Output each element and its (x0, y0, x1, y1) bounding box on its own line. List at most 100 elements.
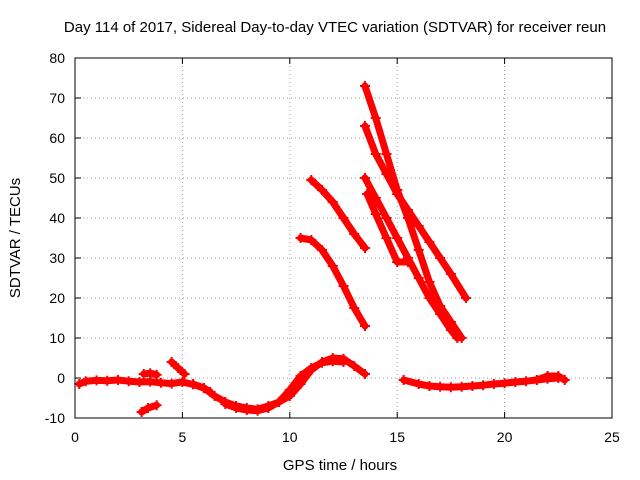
data-point (370, 149, 381, 159)
data-point (143, 403, 154, 413)
data-point (460, 293, 471, 303)
y-tick-label: 30 (49, 250, 65, 266)
data-point (327, 197, 338, 207)
y-tick-label: 80 (49, 50, 65, 66)
data-point (521, 376, 532, 387)
data-point (413, 221, 424, 231)
data-point (499, 378, 510, 389)
data-point (231, 403, 242, 413)
series-track-peak-3 (359, 173, 463, 343)
plot-frame (74, 57, 613, 419)
data-point (338, 213, 349, 223)
y-tick-labels: -10 0 10 20 30 40 50 60 70 80 (45, 50, 65, 426)
data-point (145, 368, 156, 379)
y-tick-label: 10 (49, 330, 65, 346)
data-point (306, 363, 317, 373)
series-track-high-1 (306, 175, 370, 253)
data-point (381, 213, 392, 223)
x-tick-labels: 0 5 10 15 20 25 (71, 429, 620, 445)
data-point (295, 371, 306, 381)
series-line (361, 174, 461, 342)
data-point (362, 189, 373, 199)
data-point (445, 382, 456, 393)
data-point (155, 377, 166, 388)
data-point (295, 233, 306, 243)
series-line (361, 82, 466, 342)
data-point (424, 237, 435, 247)
data-point (173, 363, 184, 373)
data-point (398, 375, 409, 385)
x-tick-label: 25 (604, 429, 620, 445)
data-point (209, 391, 220, 401)
data-point (510, 377, 521, 387)
data-point (435, 309, 446, 319)
data-point (413, 273, 424, 283)
data-point (338, 357, 349, 367)
y-tick-label: 0 (57, 370, 65, 386)
data-point (542, 371, 553, 381)
tick-marks (74, 57, 613, 419)
series-track-high-2 (295, 233, 370, 331)
chart-title: Day 114 of 2017, Sidereal Day-to-day VTE… (64, 19, 606, 36)
data-point (424, 381, 435, 391)
y-tick-label: 50 (49, 170, 65, 186)
data-point (284, 385, 295, 395)
y-tick-label: 40 (49, 210, 65, 226)
data-point (179, 369, 190, 379)
data-point (274, 397, 285, 407)
data-point (392, 233, 403, 243)
data-point (252, 405, 263, 416)
x-axis-label: GPS time / hours (283, 457, 397, 474)
data-point (402, 257, 413, 267)
series-track-short-a (138, 368, 162, 380)
series-track-short-b (136, 400, 162, 417)
data-point (435, 253, 446, 263)
data-point (402, 205, 413, 215)
data-point (112, 375, 123, 385)
data-point (188, 379, 199, 389)
data-point (359, 121, 370, 131)
data-point (435, 381, 446, 392)
data-point (306, 175, 317, 185)
data-point (177, 377, 188, 387)
data-point (349, 361, 360, 371)
data-point (488, 379, 499, 389)
series-line (297, 234, 369, 330)
x-tick-label: 20 (497, 429, 513, 445)
data-point (166, 378, 177, 389)
data-point (452, 333, 463, 343)
data-point (80, 376, 91, 387)
data-point (166, 357, 177, 367)
data-point (359, 173, 370, 183)
data-point (327, 261, 338, 271)
data-point (151, 400, 162, 411)
x-tick-label: 10 (282, 429, 298, 445)
data-point (553, 371, 564, 381)
data-point (263, 403, 274, 413)
data-point (413, 379, 424, 389)
series-track-late-b (531, 371, 570, 385)
data-point (317, 245, 328, 255)
data-point (445, 325, 456, 335)
data-point (370, 209, 381, 219)
y-tick-label: 70 (49, 90, 65, 106)
data-point (198, 383, 209, 393)
data-point (359, 321, 370, 331)
data-point (317, 357, 328, 368)
data-point (359, 369, 370, 379)
data-point (381, 233, 392, 243)
data-point (424, 293, 435, 303)
data-point (531, 375, 542, 385)
data-point (559, 375, 570, 385)
data-point (359, 81, 370, 91)
series-line (307, 176, 369, 252)
y-tick-label: -10 (45, 410, 65, 426)
series-line (221, 357, 347, 415)
x-tick-label: 5 (179, 429, 187, 445)
data-point (338, 281, 349, 291)
series-track-peak-4 (362, 189, 413, 267)
series-track-peak-2 (359, 121, 471, 303)
x-tick-label: 15 (389, 429, 405, 445)
series-line (361, 122, 470, 302)
data-point (317, 185, 328, 195)
